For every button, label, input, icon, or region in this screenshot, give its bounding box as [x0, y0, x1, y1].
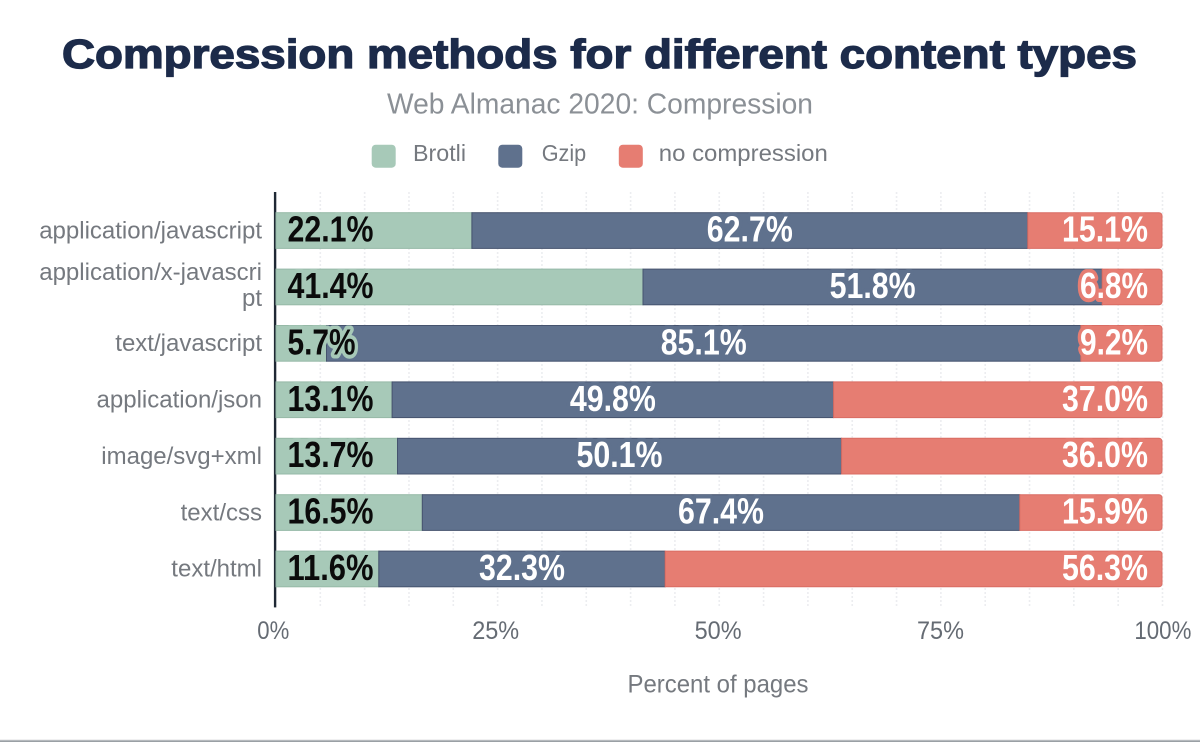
svg-text:13.1%: 13.1%	[288, 378, 374, 419]
svg-text:Web Almanac 2020: Compression: Web Almanac 2020: Compression	[387, 89, 813, 121]
svg-text:25%: 25%	[472, 617, 519, 645]
svg-text:no compression: no compression	[659, 140, 828, 166]
svg-text:text/html: text/html	[171, 556, 262, 583]
svg-text:15.1%: 15.1%	[1062, 209, 1148, 250]
svg-text:56.3%: 56.3%	[1062, 547, 1148, 588]
svg-text:Brotli: Brotli	[413, 140, 466, 166]
svg-text:22.1%: 22.1%	[288, 209, 374, 250]
svg-text:16.5%: 16.5%	[288, 491, 374, 532]
svg-text:37.0%: 37.0%	[1062, 378, 1148, 419]
svg-text:75%: 75%	[917, 617, 964, 645]
svg-text:text/css: text/css	[181, 499, 262, 526]
svg-text:application/x-javascri: application/x-javascri	[39, 259, 262, 286]
svg-text:6.8%: 6.8%	[1080, 265, 1148, 306]
svg-text:36.0%: 36.0%	[1062, 434, 1148, 475]
svg-text:41.4%: 41.4%	[288, 265, 374, 306]
svg-text:62.7%: 62.7%	[707, 209, 793, 250]
svg-text:application/json: application/json	[97, 387, 262, 414]
svg-text:13.7%: 13.7%	[288, 434, 374, 475]
svg-text:85.1%: 85.1%	[661, 321, 747, 362]
svg-text:Gzip: Gzip	[542, 140, 587, 166]
svg-text:pt: pt	[242, 285, 262, 312]
svg-text:text/javascript: text/javascript	[115, 330, 262, 357]
svg-text:50%: 50%	[695, 617, 742, 645]
svg-text:51.8%: 51.8%	[830, 265, 916, 306]
svg-text:0%: 0%	[257, 617, 289, 645]
svg-text:Compression methods for differ: Compression methods for different conten…	[62, 31, 1137, 77]
svg-text:15.9%: 15.9%	[1062, 491, 1148, 532]
svg-text:Percent of pages: Percent of pages	[628, 671, 809, 699]
svg-text:9.2%: 9.2%	[1080, 321, 1148, 362]
svg-text:100%: 100%	[1134, 617, 1191, 645]
svg-text:image/svg+xml: image/svg+xml	[101, 443, 262, 470]
svg-text:67.4%: 67.4%	[678, 491, 764, 532]
svg-text:32.3%: 32.3%	[479, 547, 565, 588]
svg-text:11.6%: 11.6%	[288, 547, 374, 588]
svg-text:49.8%: 49.8%	[570, 378, 656, 419]
svg-text:application/javascript: application/javascript	[39, 217, 262, 244]
svg-text:50.1%: 50.1%	[577, 434, 663, 475]
svg-text:5.7%: 5.7%	[288, 321, 356, 362]
